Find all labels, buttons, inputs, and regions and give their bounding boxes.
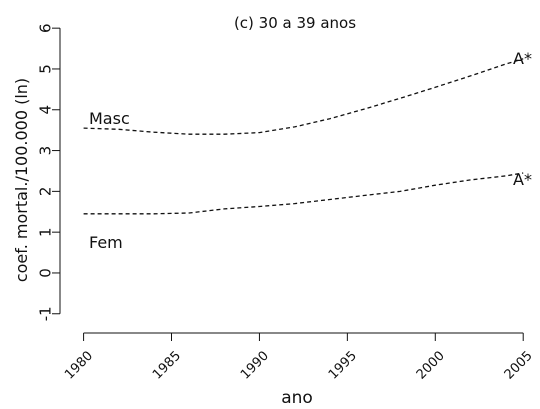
chart-title: (c) 30 a 39 anos (234, 14, 356, 32)
series-line-fem (83, 172, 524, 215)
series-end-label-masc: A* (513, 49, 532, 68)
y-tick-label: 2 (37, 187, 55, 197)
series-end-label-fem: A* (513, 170, 532, 189)
y-tick-label: 0 (37, 268, 55, 278)
series-line-masc (83, 58, 524, 135)
x-axis-label: ano (281, 388, 313, 408)
plot-area: 1980 1985 1990 1995 2000 2005 -1 0 1 2 3 4 5 6 (37, 23, 536, 382)
y-tick-label: 6 (37, 23, 55, 33)
x-tick-label: 2005 (502, 349, 536, 383)
y-tick-label: 5 (37, 64, 55, 74)
x-tick-label: 2000 (414, 349, 448, 383)
x-tick-label: 1995 (326, 349, 360, 383)
series-label-fem: Fem (89, 233, 123, 252)
series-label-masc: Masc (89, 109, 130, 128)
y-tick-label: 4 (37, 105, 55, 115)
y-axis-label: coef. mortal./100.000 (ln) (12, 78, 31, 282)
y-tick-label: 3 (37, 146, 55, 156)
y-tick-label: 1 (37, 227, 55, 237)
y-tick-label: -1 (37, 306, 55, 321)
x-tick-label: 1985 (150, 349, 184, 383)
x-tick-label: 1980 (62, 349, 96, 383)
x-tick-label: 1990 (238, 349, 272, 383)
